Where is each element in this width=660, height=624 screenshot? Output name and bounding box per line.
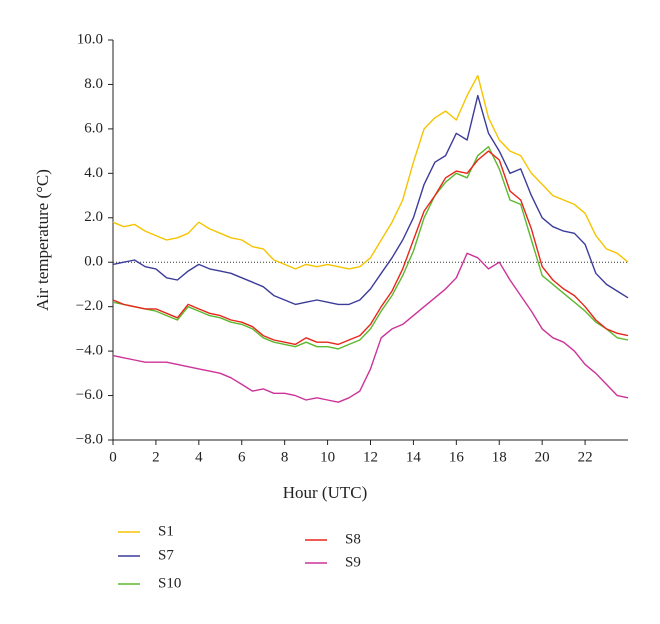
y-axis-label: Air temperature (°C)	[33, 169, 52, 311]
x-tick-label: 10	[320, 449, 335, 465]
series-line	[112, 252, 629, 403]
legend-label: S1	[158, 523, 174, 539]
x-tick-label: 6	[238, 449, 246, 465]
x-tick-label: 8	[281, 449, 289, 465]
legend-label: S8	[345, 531, 361, 547]
y-tick-label: 4.0	[84, 165, 103, 181]
x-tick-label: 2	[152, 449, 160, 465]
series-line	[112, 146, 629, 350]
y-tick-label: −8.0	[76, 431, 103, 447]
x-tick-label: 4	[195, 449, 203, 465]
y-tick-label: 2.0	[84, 209, 103, 225]
y-tick-label: −2.0	[76, 298, 103, 314]
x-axis-label: Hour (UTC)	[283, 483, 368, 502]
x-tick-label: 18	[492, 449, 507, 465]
y-tick-label: 8.0	[84, 76, 103, 92]
legend-label: S9	[345, 554, 361, 570]
x-tick-label: 14	[406, 449, 422, 465]
x-tick-label: 0	[109, 449, 117, 465]
series-line	[112, 94, 629, 306]
legend-label: S7	[158, 547, 174, 563]
y-tick-label: −4.0	[76, 343, 103, 359]
y-tick-label: −6.0	[76, 387, 103, 403]
y-tick-label: 10.0	[77, 31, 103, 47]
x-tick-label: 22	[578, 449, 593, 465]
x-tick-label: 16	[449, 449, 465, 465]
y-tick-label: 0.0	[84, 254, 103, 270]
series-line	[112, 150, 629, 346]
x-tick-label: 20	[535, 449, 550, 465]
legend-label: S10	[158, 575, 181, 591]
series-line	[112, 74, 629, 270]
y-tick-label: 6.0	[84, 120, 103, 136]
x-tick-label: 12	[363, 449, 378, 465]
